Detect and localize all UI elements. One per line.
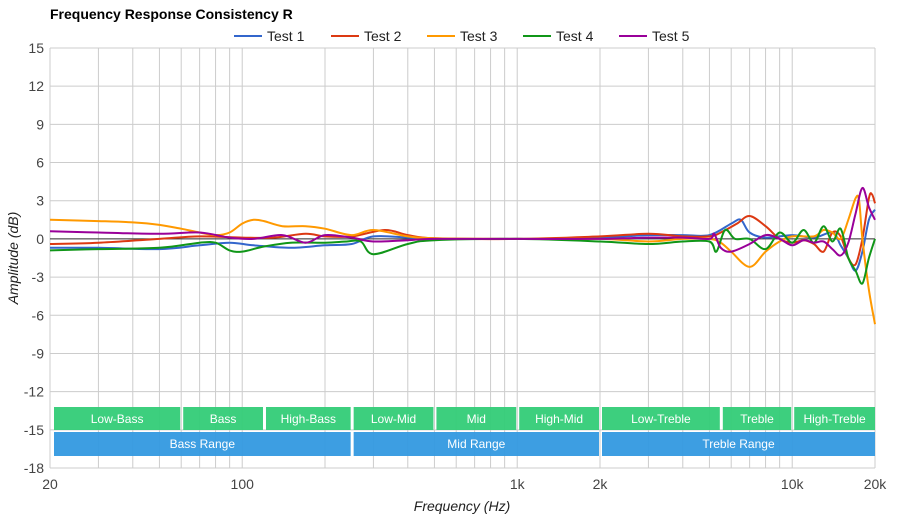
band-label: High-Mid [535,412,583,426]
legend-label: Test 2 [364,28,402,44]
band-high-treble [794,407,875,430]
band-low-bass [54,407,181,430]
band-mid [436,407,517,430]
band-label: High-Treble [803,412,866,426]
x-tick-label: 100 [231,476,255,492]
y-tick-label: 15 [28,40,44,56]
y-tick-label: -6 [32,307,45,323]
range-mid-range [353,432,599,456]
series-line-test-3 [49,194,876,325]
x-axis-label: Frequency (Hz) [414,498,510,514]
band-high-mid [519,407,599,430]
band-label: Low-Mid [371,412,416,426]
x-axis-ticks: 20 100 1k 2k 10k 20k [42,476,887,492]
y-tick-label: 6 [36,155,44,171]
y-tick-label: 3 [36,193,44,209]
y-tick-label: 9 [36,116,44,132]
series-line-test-5 [49,186,876,257]
grid [49,47,876,469]
y-tick-label: 12 [28,78,44,94]
band-treble [722,407,792,430]
range-label: Treble Range [702,437,775,451]
band-bass [183,407,263,430]
frequency-bands: Low-Bass Bass High-Bass Low-Mid Mid High-Mid L… [54,407,875,456]
band-high-bass [265,407,351,430]
y-tick-label: -3 [32,269,45,285]
legend-label: Test 1 [267,28,305,44]
y-tick-label: -12 [24,384,44,400]
legend-label: Test 5 [652,28,690,44]
y-tick-label: -15 [24,422,44,438]
band-label: Low-Bass [91,412,144,426]
series-line-test-2 [49,192,876,267]
range-label: Mid Range [447,437,505,451]
y-tick-label: 0 [36,231,44,247]
series-lines [49,186,876,325]
legend: Test 1 Test 2 Test 3 Test 4 Test 5 [234,28,690,44]
x-tick-label: 20k [864,476,888,492]
band-label: High-Bass [281,412,336,426]
range-bass-range [54,432,351,456]
band-low-mid [353,407,434,430]
band-label: Bass [210,412,237,426]
x-tick-label: 10k [781,476,805,492]
y-tick-label: -18 [24,460,44,476]
band-low-treble [602,407,720,430]
legend-label: Test 4 [556,28,594,44]
series-line-test-4 [49,225,876,285]
band-label: Low-Treble [631,412,691,426]
x-tick-label: 2k [593,476,609,492]
y-axis-ticks: 15 12 9 6 3 0 -3 -6 -9 -12 -15 -18 [24,40,44,476]
x-tick-label: 1k [510,476,526,492]
band-label: Mid [467,412,486,426]
range-treble-range [602,432,875,456]
y-axis-label: Amplitude (dB) [5,212,21,306]
range-label: Bass Range [170,437,236,451]
chart-title: Frequency Response Consistency R [50,6,293,22]
x-tick-label: 20 [42,476,58,492]
band-label: Treble [740,412,774,426]
y-tick-label: -9 [32,345,45,361]
legend-label: Test 3 [460,28,498,44]
